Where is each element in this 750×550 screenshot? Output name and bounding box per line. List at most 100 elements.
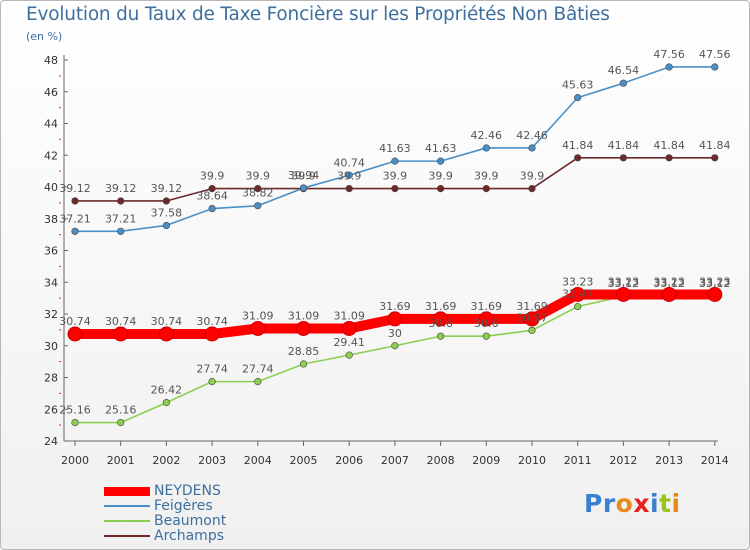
point-neydens — [296, 320, 311, 336]
legend-label-neydens: NEYDENS — [154, 483, 221, 499]
x-tick-label: 2000 — [61, 454, 89, 467]
data-label-archamps: 39.9 — [200, 170, 225, 183]
chart-title: Evolution du Taux de Taxe Foncière sur l… — [26, 4, 610, 25]
data-label-neydens: 31.09 — [242, 309, 274, 322]
data-label-neydens: 30.74 — [151, 315, 183, 328]
x-tick-label: 2014 — [701, 454, 729, 467]
data-label-neydens: 33.23 — [653, 275, 685, 288]
data-label-feigeres: 42.46 — [516, 129, 548, 142]
data-label-beaumont: 33.12 — [608, 277, 640, 290]
point-feigeres — [345, 171, 353, 179]
point-archamps — [482, 184, 490, 193]
point-beaumont — [162, 398, 170, 407]
data-label-neydens: 33.23 — [562, 275, 594, 288]
point-neydens — [67, 326, 83, 342]
data-label-feigeres: 39.94 — [288, 169, 320, 182]
x-tick-label: 2004 — [244, 454, 272, 467]
y-tick-label: 40 — [44, 181, 58, 194]
point-beaumont — [208, 378, 216, 386]
point-neydens — [158, 326, 174, 342]
point-archamps — [117, 197, 125, 205]
point-feigeres — [437, 157, 445, 165]
x-tick-label: 2003 — [198, 454, 226, 467]
point-archamps — [254, 184, 262, 193]
data-label-beaumont: 27.74 — [196, 363, 228, 376]
point-beaumont — [391, 342, 399, 350]
point-feigeres — [665, 63, 673, 71]
data-label-archamps: 39.9 — [246, 170, 271, 183]
point-archamps — [71, 197, 79, 205]
data-label-feigeres: 47.56 — [699, 48, 731, 61]
point-beaumont — [482, 332, 490, 340]
y-tick-label: 46 — [44, 86, 58, 99]
data-label-neydens: 33.23 — [699, 275, 731, 288]
data-label-neydens: 31.69 — [379, 300, 411, 313]
data-label-feigeres: 41.63 — [425, 142, 457, 155]
point-feigeres — [528, 144, 536, 152]
point-beaumont — [345, 351, 353, 359]
data-label-neydens: 30.74 — [105, 315, 137, 328]
x-tick-label: 2010 — [518, 454, 546, 467]
data-label-archamps: 41.84 — [653, 139, 685, 152]
point-feigeres — [162, 221, 170, 230]
point-neydens — [478, 311, 494, 327]
data-label-archamps: 39.12 — [151, 182, 183, 195]
point-beaumont — [117, 418, 125, 427]
point-neydens — [615, 286, 631, 302]
data-label-beaumont: 25.16 — [105, 404, 137, 417]
data-label-feigeres: 45.63 — [562, 79, 594, 92]
data-label-archamps: 39.9 — [337, 170, 362, 183]
data-label-archamps: 39.9 — [383, 170, 408, 183]
point-neydens — [250, 320, 266, 336]
proxiti-logo: Proxiti — [584, 489, 681, 518]
point-feigeres — [208, 204, 216, 213]
data-label-beaumont: 29.41 — [333, 336, 365, 349]
y-tick-label: 30 — [44, 340, 58, 353]
x-tick-label: 2006 — [335, 454, 363, 467]
point-neydens — [570, 286, 586, 302]
point-feigeres — [117, 227, 125, 235]
x-tick-label: 2008 — [427, 454, 455, 467]
data-label-neydens: 30.74 — [196, 315, 228, 328]
series-layer — [67, 63, 723, 427]
logo-letter: i — [671, 489, 681, 518]
point-neydens — [113, 326, 129, 342]
point-archamps — [208, 184, 216, 193]
point-beaumont — [574, 302, 582, 311]
data-label-neydens: 31.09 — [288, 309, 320, 322]
point-feigeres — [299, 184, 308, 192]
logo-letter: x — [633, 489, 650, 518]
point-feigeres — [574, 94, 582, 102]
point-archamps — [391, 184, 399, 193]
point-archamps — [345, 184, 353, 193]
logo-letter: t — [659, 489, 672, 518]
data-label-feigeres: 37.21 — [59, 212, 91, 225]
point-feigeres — [711, 63, 719, 71]
x-tick-label: 2013 — [655, 454, 683, 467]
data-label-beaumont: 28.85 — [288, 345, 320, 358]
point-neydens — [204, 326, 220, 342]
data-label-archamps: 41.84 — [699, 139, 731, 152]
data-label-beaumont: 25.16 — [59, 404, 91, 417]
x-tick-label: 2002 — [152, 454, 180, 467]
x-tick-label: 2007 — [381, 454, 409, 467]
axes: 24 26 28 30 32 34 36 38 40 42 44 46 48 2000 2001 2002 20… — [44, 54, 729, 467]
data-label-archamps: 41.84 — [608, 139, 640, 152]
data-label-feigeres: 38.82 — [242, 187, 274, 200]
data-label-feigeres: 37.58 — [151, 206, 183, 219]
y-tick-label: 38 — [44, 213, 58, 226]
y-tick-label: 28 — [44, 372, 58, 385]
point-feigeres — [391, 157, 399, 165]
data-label-neydens: 30.74 — [59, 315, 91, 328]
legend-swatch-archamps — [104, 535, 150, 537]
legend-label-feigeres: Feigères — [154, 498, 213, 514]
legend-label-archamps: Archamps — [154, 528, 224, 544]
data-label-archamps: 39.9 — [520, 170, 545, 183]
data-label-neydens: 31.09 — [333, 309, 365, 322]
point-archamps — [711, 154, 719, 162]
data-label-archamps: 39.12 — [59, 182, 91, 195]
point-archamps — [619, 154, 628, 162]
point-archamps — [528, 184, 536, 193]
y-tick-label: 48 — [44, 54, 58, 67]
